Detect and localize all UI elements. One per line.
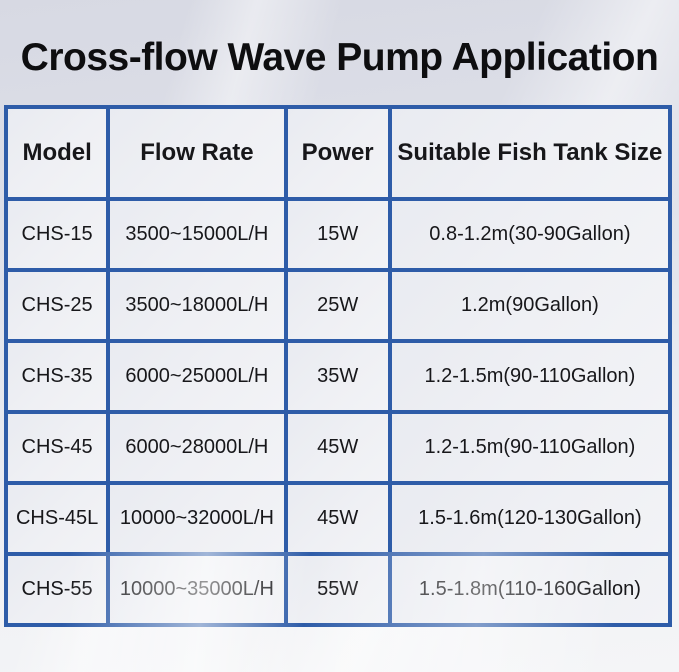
cell-tank-size: 1.2m(90Gallon)	[387, 268, 673, 343]
cell-model: CHS-35	[3, 339, 111, 414]
cell-power: 25W	[283, 268, 392, 343]
cell-flow-rate: 10000~32000L/H	[106, 481, 288, 556]
cell-power: 15W	[283, 197, 392, 272]
table-row: CHS-45 6000~28000L/H 45W 1.2-1.5m(90-110…	[3, 410, 673, 485]
cell-tank-size: 1.5-1.6m(120-130Gallon)	[387, 481, 673, 556]
cell-model: CHS-45L	[3, 481, 111, 556]
cell-power: 55W	[283, 552, 392, 627]
table-row: CHS-55 10000~35000L/H 55W 1.5-1.8m(110-1…	[3, 552, 673, 627]
cell-flow-rate: 6000~28000L/H	[106, 410, 288, 485]
cell-tank-size: 1.5-1.8m(110-160Gallon)	[387, 552, 673, 627]
cell-model: CHS-55	[3, 552, 111, 627]
page-title: Cross-flow Wave Pump Application	[20, 36, 659, 79]
header-row: Model Flow Rate Power Suitable Fish Tank…	[3, 105, 673, 201]
cell-tank-size: 0.8-1.2m(30-90Gallon)	[387, 197, 673, 272]
cell-model: CHS-25	[3, 268, 111, 343]
column-header-model: Model	[3, 105, 111, 201]
table-row: CHS-35 6000~25000L/H 35W 1.2-1.5m(90-110…	[3, 339, 673, 414]
cell-flow-rate: 3500~15000L/H	[106, 197, 288, 272]
cell-flow-rate: 3500~18000L/H	[106, 268, 288, 343]
column-header-flow-rate: Flow Rate	[106, 105, 288, 201]
cell-tank-size: 1.2-1.5m(90-110Gallon)	[387, 339, 673, 414]
cell-flow-rate: 10000~35000L/H	[106, 552, 288, 627]
table-row: CHS-15 3500~15000L/H 15W 0.8-1.2m(30-90G…	[3, 197, 673, 272]
cell-power: 45W	[283, 410, 392, 485]
cell-model: CHS-45	[3, 410, 111, 485]
cell-power: 45W	[283, 481, 392, 556]
cell-power: 35W	[283, 339, 392, 414]
cell-model: CHS-15	[3, 197, 111, 272]
table-row: CHS-25 3500~18000L/H 25W 1.2m(90Gallon)	[3, 268, 673, 343]
cell-tank-size: 1.2-1.5m(90-110Gallon)	[387, 410, 673, 485]
column-header-tank-size: Suitable Fish Tank Size	[387, 105, 673, 201]
table-row: CHS-45L 10000~32000L/H 45W 1.5-1.6m(120-…	[3, 481, 673, 556]
column-header-power: Power	[283, 105, 392, 201]
cell-flow-rate: 6000~25000L/H	[106, 339, 288, 414]
spec-table: Model Flow Rate Power Suitable Fish Tank…	[3, 105, 673, 627]
